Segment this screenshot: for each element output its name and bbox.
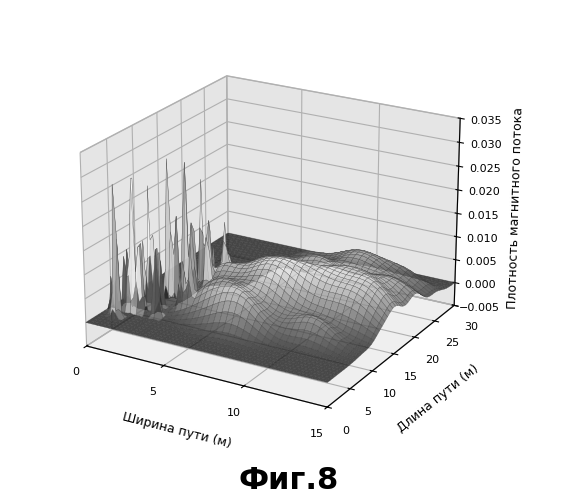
X-axis label: Ширина пути (м): Ширина пути (м)	[121, 410, 233, 451]
Text: Фиг.8: Фиг.8	[238, 466, 339, 495]
Y-axis label: Длина пути (м): Длина пути (м)	[395, 362, 481, 436]
